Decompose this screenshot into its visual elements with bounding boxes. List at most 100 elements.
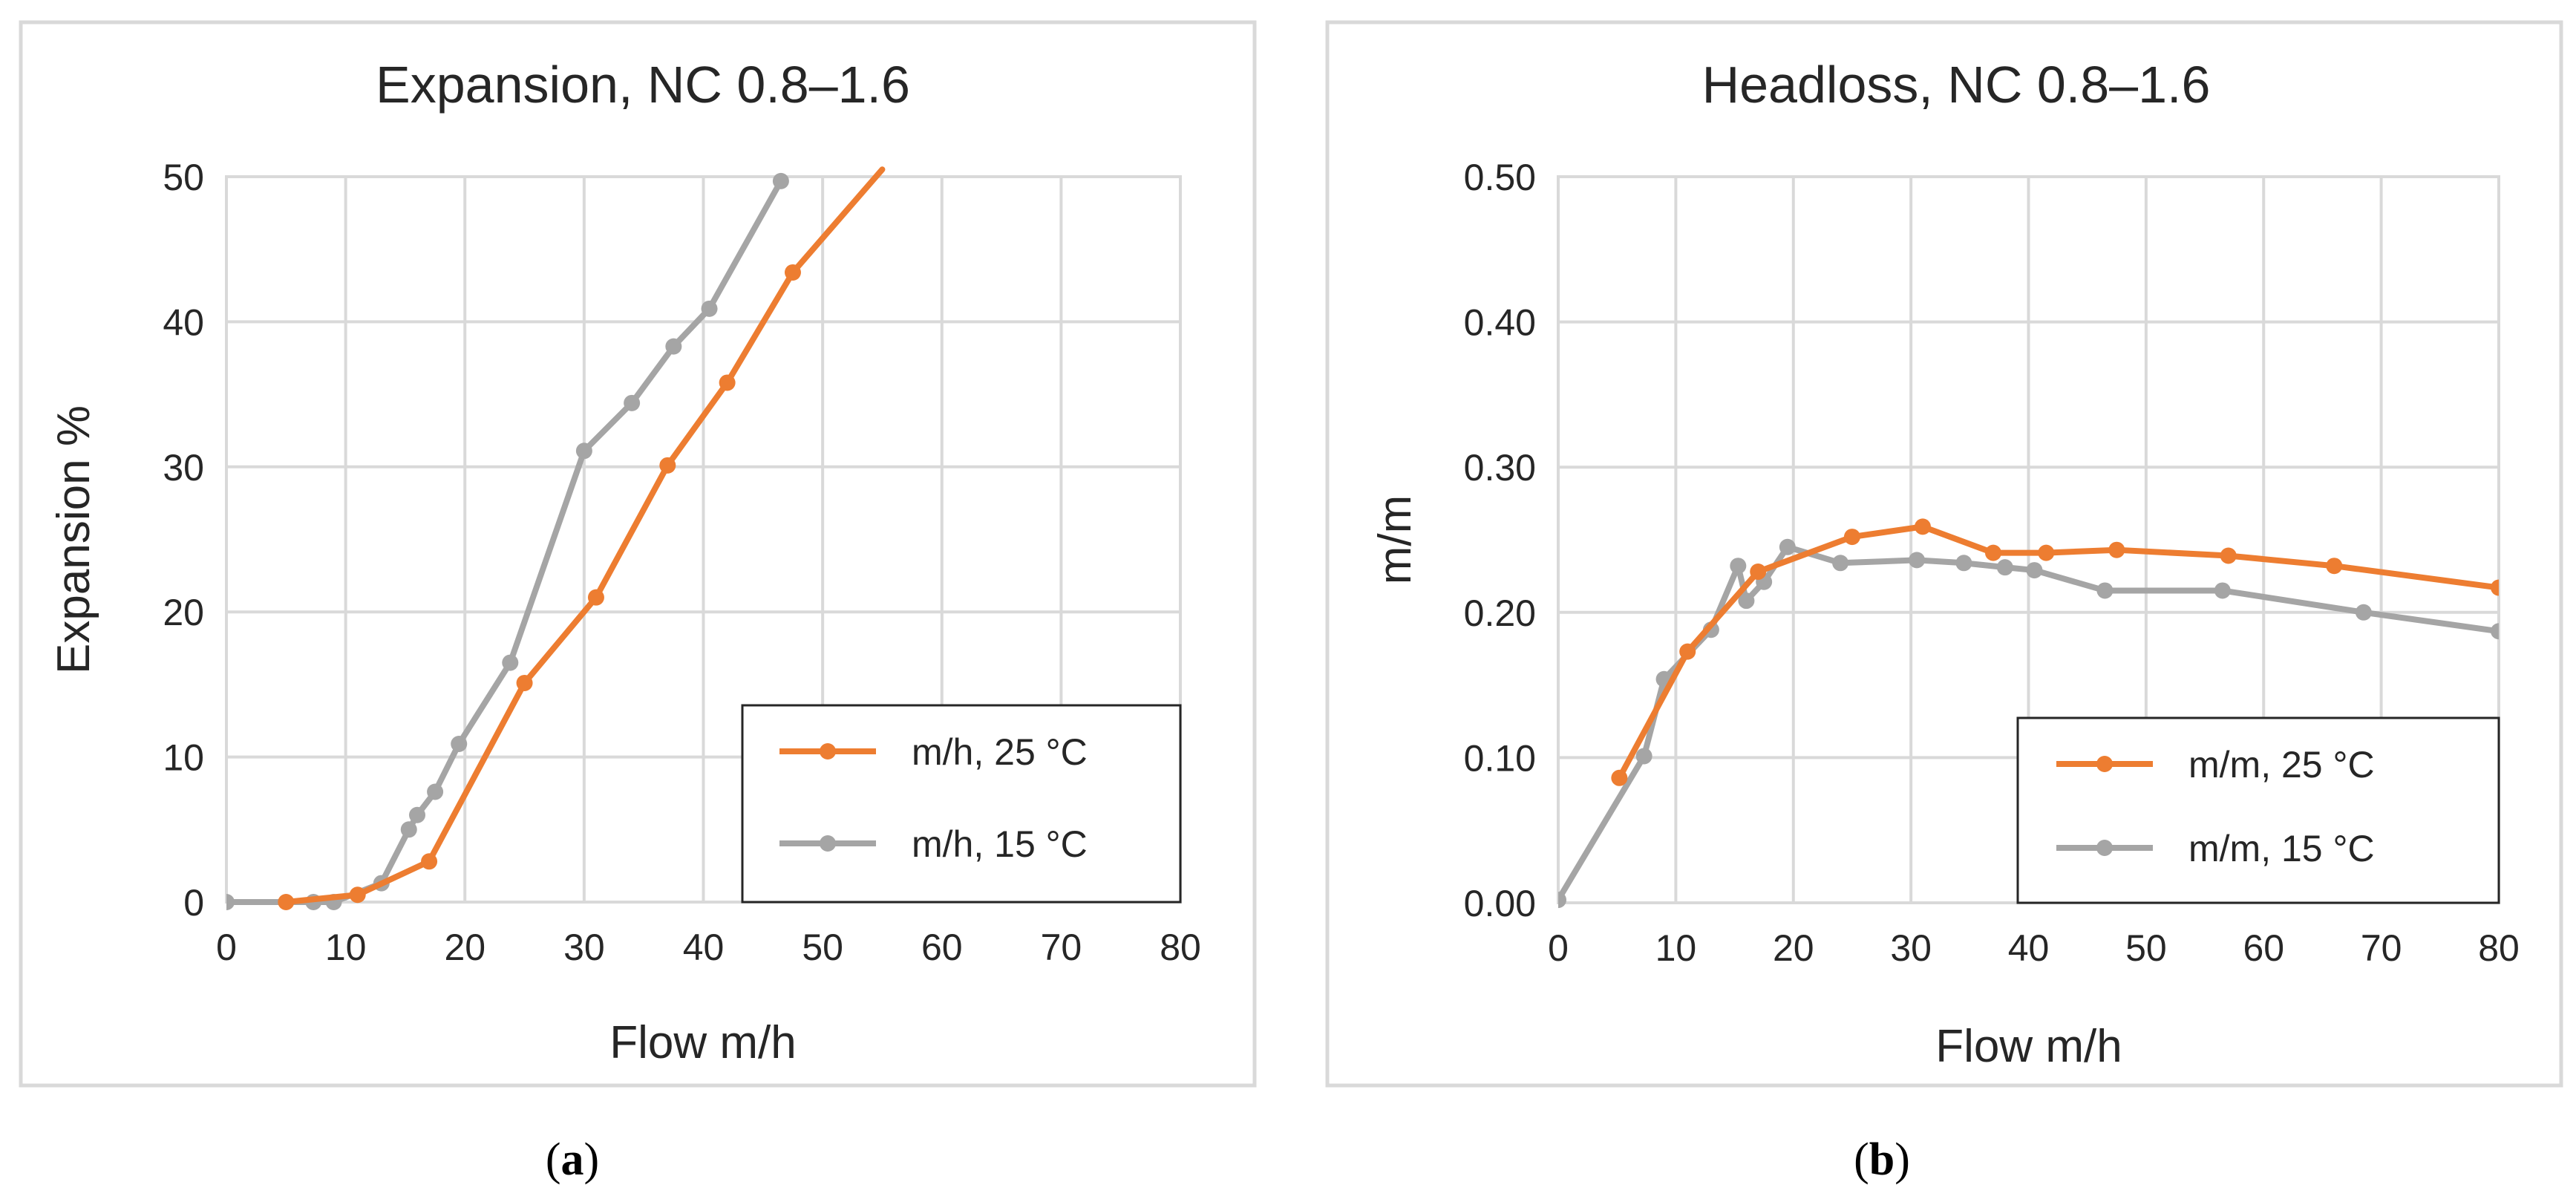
data-point [1843,529,1860,546]
x-tick-label: 10 [1655,927,1697,969]
legend-label: m/h, 15 °C [912,823,1088,865]
x-tick-label: 50 [2125,927,2167,969]
panel-caption-b: (b) [1854,1134,1910,1185]
data-point [502,654,519,671]
legend-label: m/m, 25 °C [2188,744,2375,785]
chart-area-frame [1325,20,2563,1088]
data-point [665,338,682,355]
data-point [719,374,736,391]
data-point [451,736,468,753]
data-point [226,894,235,910]
x-tick-label: 30 [1890,927,1932,969]
y-tick-labels: 0.00 0.10 0.20 0.30 0.40 0.50 [1464,157,1536,924]
legend-entry: m/m, 25 °C [2056,744,2375,785]
y-tick-label: 0.10 [1464,737,1536,779]
x-tick-label: 70 [1041,927,1082,968]
expansion-chart: Expansion, NC 0.8–1.6 0 10 20 30 40 50 60 70 80 … [19,20,1257,1088]
x-tick-label: 0 [1548,927,1569,969]
y-tick-labels: 0 10 20 30 40 50 [163,157,204,924]
legend-entry: m/m, 15 °C [2056,828,2375,869]
data-point [400,821,417,838]
x-tick-label: 10 [325,927,367,968]
data-point [1679,643,1696,660]
y-axis-label: Expansion % [48,405,99,674]
data-point [1730,558,1747,575]
chart-title: Headloss, NC 0.8–1.6 [1702,56,2211,114]
x-tick-label: 80 [1160,927,1201,968]
data-point [2108,541,2125,558]
data-point [575,442,592,460]
data-point [2038,544,2055,561]
x-axis-label: Flow m/h [1935,1021,2122,1072]
series [278,166,886,910]
data-point [701,300,718,317]
data-point [624,394,641,411]
series-layer [1558,518,2499,909]
data-point [278,894,295,910]
data-point [2491,623,2499,640]
x-tick-labels: 0 10 20 30 40 50 60 70 80 [216,927,1201,968]
y-tick-label: 0.20 [1464,592,1536,634]
legend-box [741,704,1182,904]
y-tick-label: 0.40 [1464,302,1536,344]
data-point [1996,559,2013,576]
y-tick-label: 50 [163,157,204,198]
data-point [2220,547,2237,564]
panel-caption-a: (a) [546,1134,599,1185]
legend-marker [820,743,836,760]
data-point [1984,544,2001,561]
series-layer [226,166,886,910]
legend-box [2016,716,2500,904]
y-tick-label: 10 [163,737,204,779]
x-tick-label: 30 [563,927,605,968]
data-point [1909,552,1926,569]
data-point [1914,518,1931,535]
data-point [421,853,438,870]
data-point [2214,582,2231,599]
data-point [2096,582,2114,599]
data-point [349,886,366,904]
series [1611,518,2499,786]
x-tick-label: 80 [2478,927,2520,969]
x-tick-label: 50 [802,927,843,968]
data-point [2026,562,2043,579]
data-point [427,783,444,800]
chart-title: Expansion, NC 0.8–1.6 [376,56,910,114]
legend-marker [2096,756,2113,772]
data-point [516,674,533,691]
y-tick-label: 30 [163,447,204,489]
data-point [1558,892,1566,909]
data-point [2326,558,2343,575]
data-point [659,457,676,474]
x-tick-label: 60 [921,927,963,968]
x-tick-label: 20 [1773,927,1814,969]
data-point [2491,579,2499,596]
legend-marker [820,835,836,852]
legend: m/m, 25 °C m/m, 15 °C [2016,716,2500,904]
legend-entry: m/h, 15 °C [779,823,1088,865]
data-point [1832,555,1849,572]
data-point [1750,564,1767,581]
y-tick-label: 40 [163,301,204,343]
data-point [784,264,801,281]
plot-area-frame [225,175,1182,904]
data-point [1955,555,1972,572]
y-tick-label: 0.00 [1464,883,1536,924]
legend-label: m/m, 15 °C [2188,828,2375,869]
legend-marker [2096,840,2113,856]
data-point [409,806,425,823]
y-tick-label: 20 [163,592,204,633]
x-axis-label: Flow m/h [609,1017,796,1068]
x-tick-label: 0 [216,927,237,968]
data-point [1738,592,1755,610]
headloss-chart: Headloss, NC 0.8–1.6 0 10 20 30 40 50 60 70 80 0… [1325,20,2563,1088]
x-tick-label: 40 [2008,927,2050,969]
x-tick-label: 40 [683,927,725,968]
data-point [1779,538,1796,555]
legend: m/h, 25 °C m/h, 15 °C [741,704,1182,904]
data-point [2355,604,2372,621]
x-tick-label: 60 [2243,927,2284,969]
data-point [772,172,789,189]
x-tick-label: 20 [444,927,486,968]
data-point [1611,769,1628,786]
